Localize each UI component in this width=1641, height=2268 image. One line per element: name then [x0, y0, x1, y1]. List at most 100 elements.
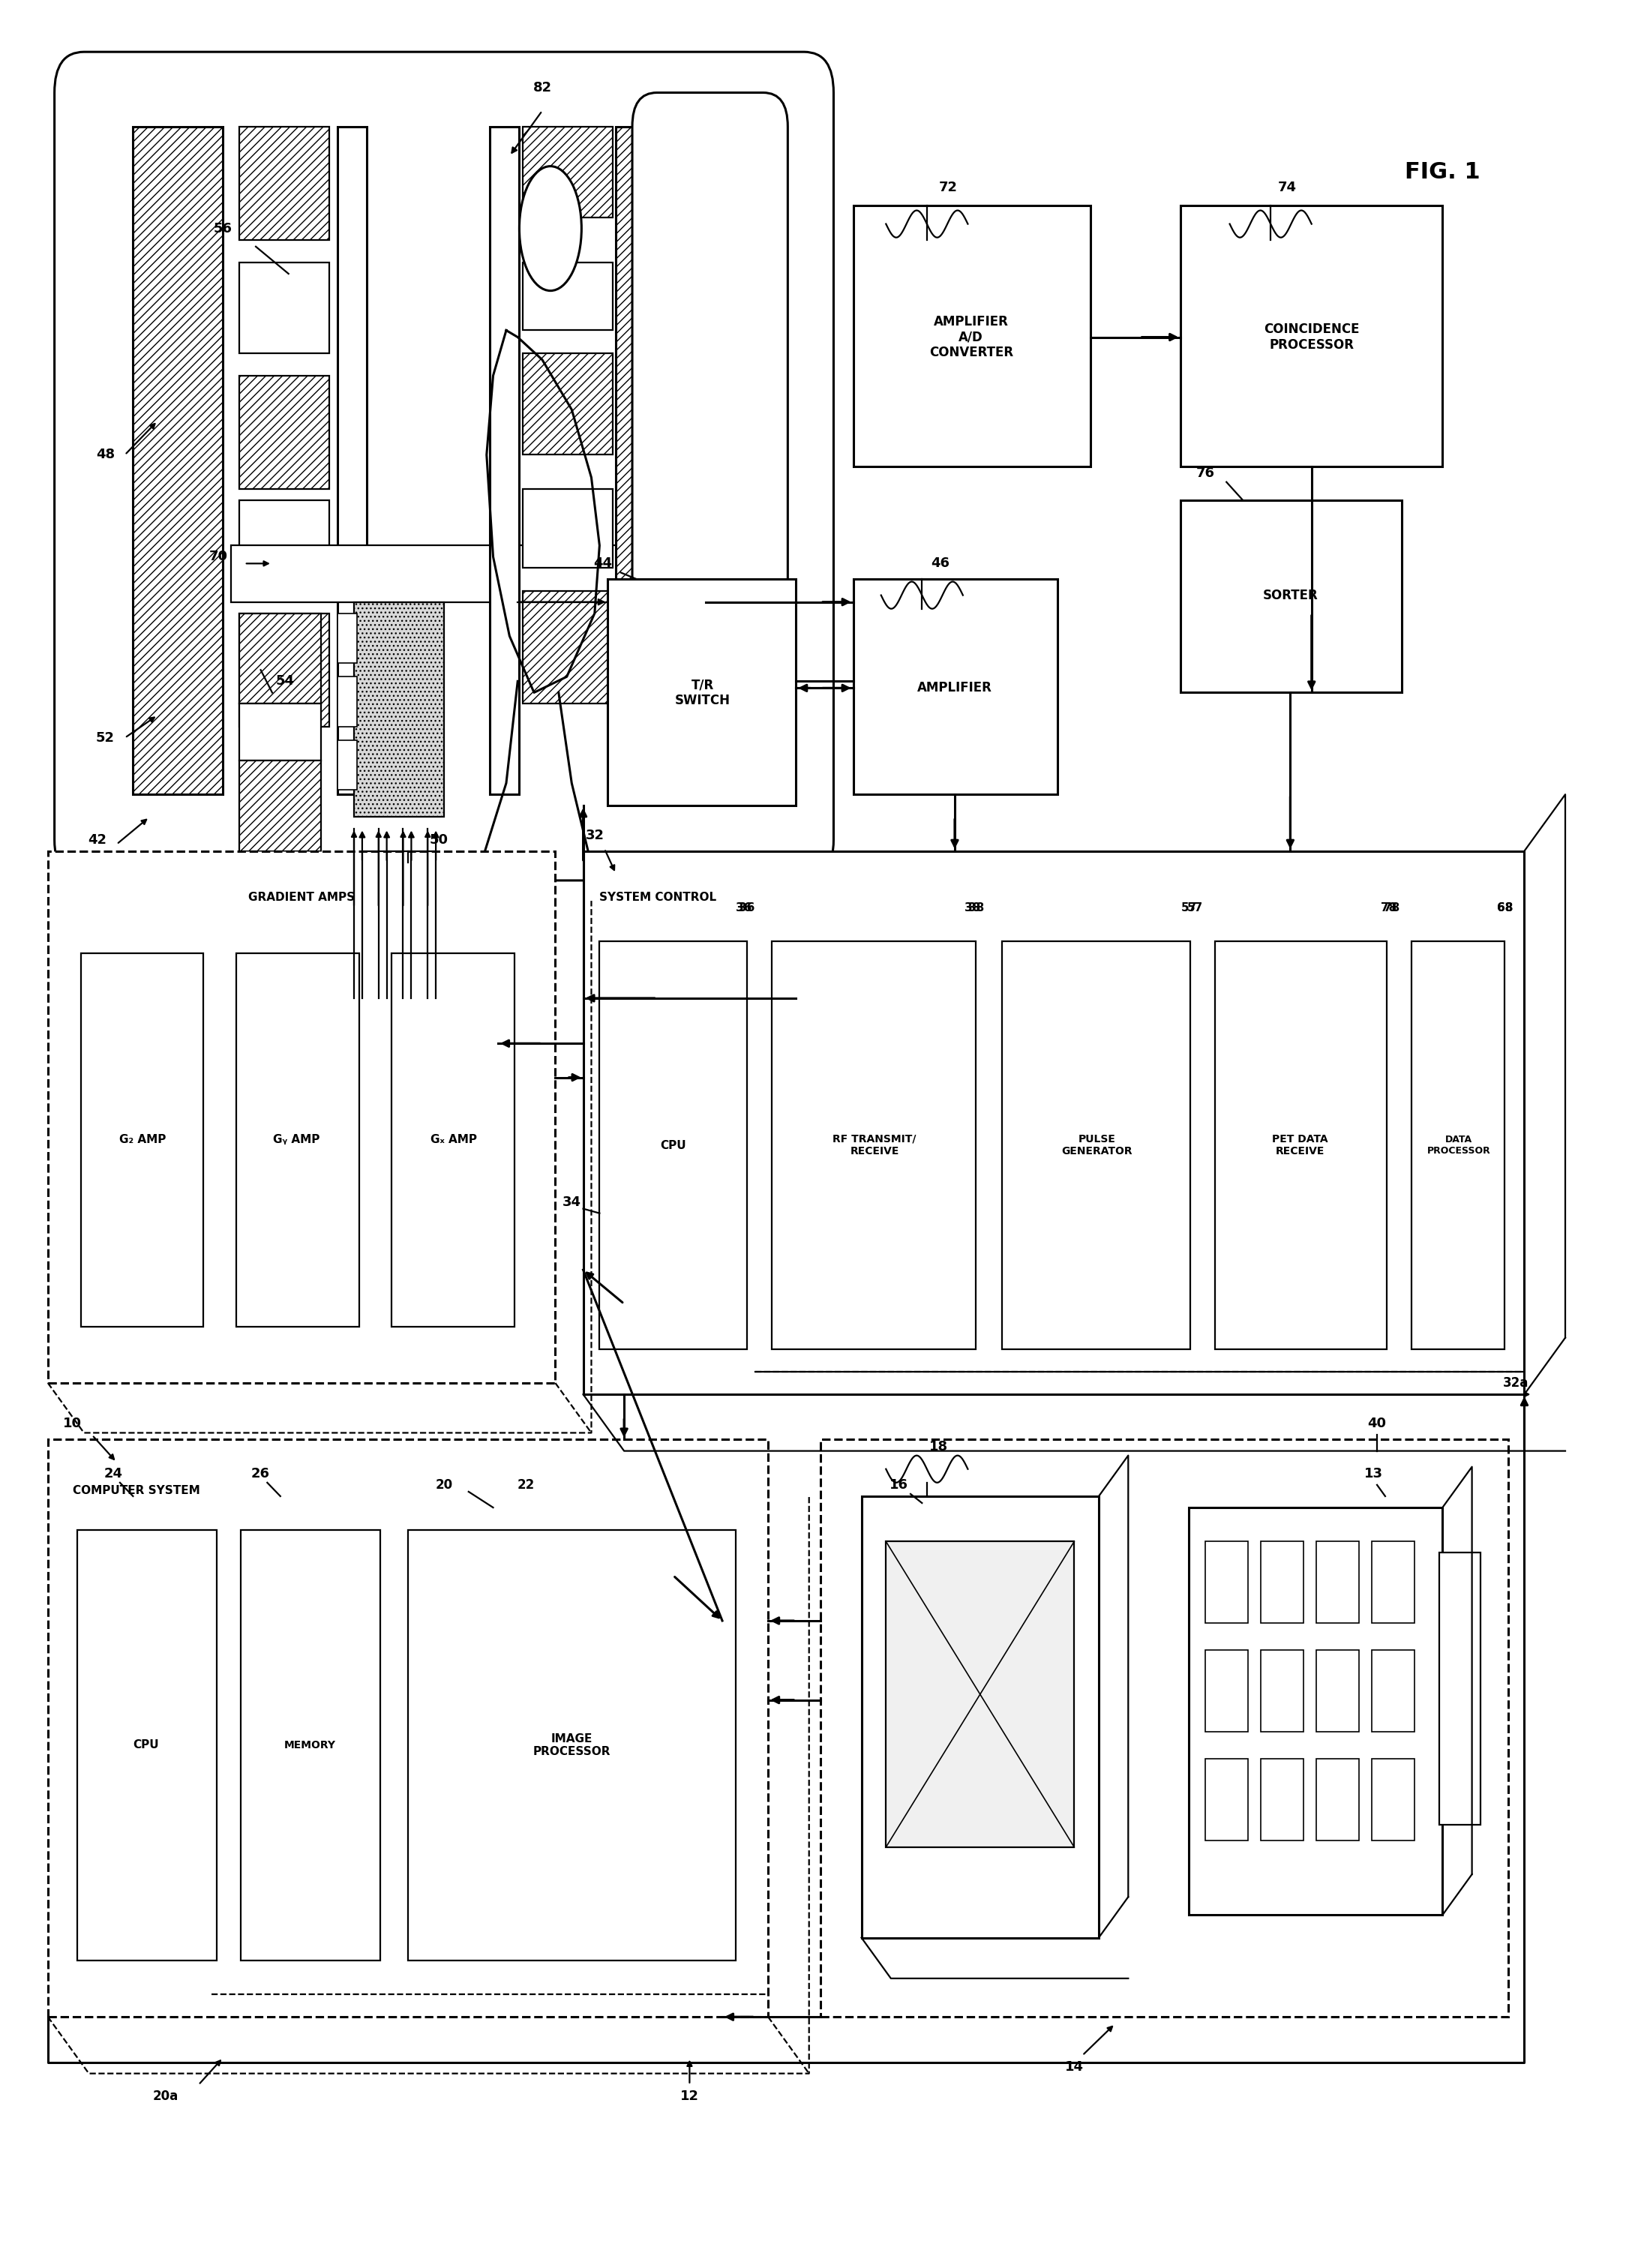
Bar: [853, 206, 1091, 467]
Text: 48: 48: [95, 449, 115, 463]
Bar: [338, 127, 368, 794]
Bar: [522, 127, 612, 218]
Text: 20: 20: [435, 1479, 453, 1492]
Bar: [1003, 941, 1190, 1349]
Text: GRADIENT AMPS: GRADIENT AMPS: [248, 891, 354, 903]
Text: DATA
PROCESSOR: DATA PROCESSOR: [1428, 1134, 1490, 1157]
Bar: [240, 703, 322, 760]
Bar: [409, 1531, 735, 1960]
Text: Gᵧ AMP: Gᵧ AMP: [274, 1134, 320, 1145]
Text: 32a: 32a: [1503, 1377, 1529, 1390]
Bar: [583, 850, 1524, 1395]
Bar: [241, 1531, 381, 1960]
Bar: [1204, 1542, 1247, 1624]
Text: 50: 50: [430, 832, 448, 846]
Text: 57: 57: [1182, 903, 1196, 914]
Text: 14: 14: [1065, 2059, 1083, 2073]
Text: 16: 16: [889, 1479, 909, 1492]
Bar: [1316, 1758, 1359, 1839]
Text: 34: 34: [563, 1195, 581, 1209]
Text: 52: 52: [95, 730, 115, 744]
Bar: [77, 1531, 217, 1960]
Text: 38: 38: [968, 903, 985, 914]
Bar: [1260, 1758, 1303, 1839]
Bar: [607, 578, 796, 805]
Bar: [240, 760, 322, 850]
Bar: [615, 127, 706, 794]
Text: 42: 42: [87, 832, 107, 846]
Text: CPU: CPU: [660, 1141, 686, 1150]
Text: 36: 36: [735, 903, 752, 914]
Bar: [354, 601, 445, 816]
Text: 54: 54: [276, 674, 295, 687]
Text: 18: 18: [929, 1440, 948, 1454]
Bar: [240, 263, 330, 354]
Bar: [599, 941, 747, 1349]
Bar: [862, 1497, 1099, 1937]
Text: 20a: 20a: [153, 2089, 179, 2102]
Text: PULSE
GENERATOR: PULSE GENERATOR: [1062, 1134, 1132, 1157]
Bar: [338, 612, 358, 662]
Text: 76: 76: [1196, 467, 1214, 481]
Bar: [522, 490, 612, 567]
Text: 56: 56: [213, 222, 233, 236]
Text: SORTER: SORTER: [1262, 587, 1318, 601]
Text: 82: 82: [533, 82, 551, 95]
Bar: [1214, 941, 1387, 1349]
Text: 13: 13: [1364, 1467, 1383, 1481]
Text: CPU: CPU: [133, 1740, 159, 1751]
Bar: [1180, 501, 1401, 692]
Bar: [1188, 1508, 1442, 1914]
Bar: [392, 953, 514, 1327]
Bar: [491, 127, 519, 794]
Bar: [240, 376, 330, 490]
Text: AMPLIFIER
A/D
CONVERTER: AMPLIFIER A/D CONVERTER: [929, 315, 1012, 361]
Bar: [240, 501, 330, 590]
Bar: [1260, 1651, 1303, 1733]
Text: COMPUTER SYSTEM: COMPUTER SYSTEM: [72, 1486, 200, 1497]
Text: FIG. 1: FIG. 1: [1405, 161, 1480, 184]
Text: 72: 72: [939, 181, 958, 195]
Text: PET DATA
RECEIVE: PET DATA RECEIVE: [1272, 1134, 1328, 1157]
Bar: [522, 590, 612, 703]
Bar: [240, 127, 330, 240]
Bar: [338, 676, 358, 726]
Bar: [231, 544, 689, 601]
Text: 24: 24: [103, 1467, 123, 1481]
Bar: [1260, 1542, 1303, 1624]
Bar: [820, 1440, 1508, 2016]
Bar: [522, 263, 612, 331]
Text: 40: 40: [1367, 1418, 1387, 1431]
Text: RF TRANSMIT/
RECEIVE: RF TRANSMIT/ RECEIVE: [832, 1134, 916, 1157]
Bar: [1439, 1554, 1480, 1823]
Text: 38: 38: [965, 903, 981, 914]
Ellipse shape: [519, 166, 581, 290]
Text: 12: 12: [679, 2089, 699, 2102]
Text: AMPLIFIER: AMPLIFIER: [917, 680, 993, 694]
Bar: [853, 578, 1058, 794]
Bar: [886, 1542, 1075, 1846]
Text: 46: 46: [930, 556, 950, 569]
Text: 32: 32: [586, 828, 604, 841]
Bar: [1316, 1651, 1359, 1733]
Text: 10: 10: [62, 1418, 82, 1431]
Text: G₂ AMP: G₂ AMP: [120, 1134, 166, 1145]
Text: SYSTEM CONTROL: SYSTEM CONTROL: [599, 891, 717, 903]
Text: COINCIDENCE
PROCESSOR: COINCIDENCE PROCESSOR: [1264, 322, 1359, 352]
Bar: [48, 850, 555, 1383]
Text: 74: 74: [1278, 181, 1296, 195]
Bar: [1316, 1542, 1359, 1624]
Bar: [1372, 1651, 1415, 1733]
Bar: [1411, 941, 1505, 1349]
Text: 78: 78: [1383, 903, 1400, 914]
Text: 70: 70: [208, 549, 228, 562]
Text: 44: 44: [594, 556, 612, 569]
Text: 57: 57: [1188, 903, 1203, 914]
Text: 26: 26: [251, 1467, 271, 1481]
Text: 78: 78: [1380, 903, 1396, 914]
Bar: [1204, 1758, 1247, 1839]
Text: IMAGE
PROCESSOR: IMAGE PROCESSOR: [533, 1733, 610, 1758]
Bar: [48, 1440, 768, 2016]
Bar: [133, 127, 223, 794]
Bar: [236, 953, 359, 1327]
